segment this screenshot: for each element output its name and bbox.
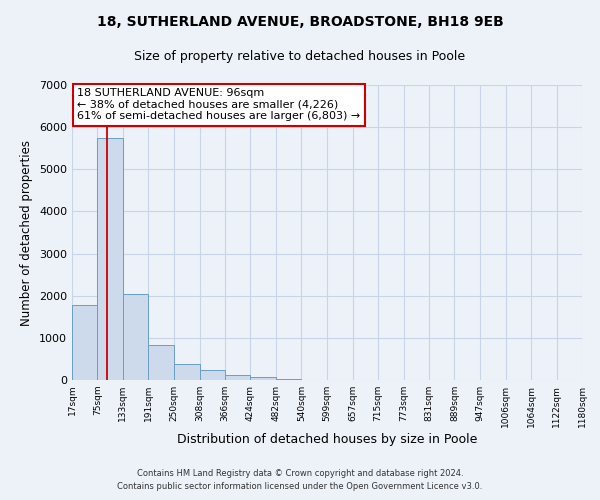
Text: Contains HM Land Registry data © Crown copyright and database right 2024.: Contains HM Land Registry data © Crown c… [137, 468, 463, 477]
Bar [225, 376, 250, 380]
Bar [97, 138, 123, 380]
Bar [174, 364, 200, 380]
Y-axis label: Number of detached properties: Number of detached properties [20, 140, 34, 326]
Bar [123, 294, 148, 380]
Bar [200, 370, 225, 380]
Bar [276, 378, 301, 380]
Bar [250, 378, 276, 380]
Bar [72, 305, 97, 380]
Text: Contains public sector information licensed under the Open Government Licence v3: Contains public sector information licen… [118, 482, 482, 491]
Text: Size of property relative to detached houses in Poole: Size of property relative to detached ho… [134, 50, 466, 63]
Text: 18 SUTHERLAND AVENUE: 96sqm
← 38% of detached houses are smaller (4,226)
61% of : 18 SUTHERLAND AVENUE: 96sqm ← 38% of det… [77, 88, 361, 121]
Text: 18, SUTHERLAND AVENUE, BROADSTONE, BH18 9EB: 18, SUTHERLAND AVENUE, BROADSTONE, BH18 … [97, 15, 503, 29]
X-axis label: Distribution of detached houses by size in Poole: Distribution of detached houses by size … [177, 432, 477, 446]
Bar [148, 346, 174, 380]
